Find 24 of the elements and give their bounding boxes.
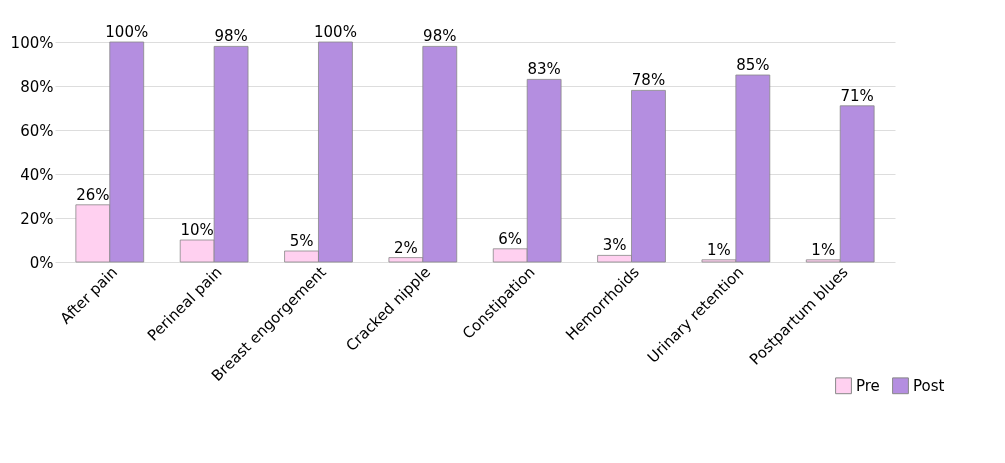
legend-label: Post bbox=[913, 376, 945, 395]
data-label: 10% bbox=[180, 221, 214, 239]
data-label: 2% bbox=[393, 238, 418, 257]
data-label: 98% bbox=[423, 27, 457, 46]
data-label: 100% bbox=[105, 23, 149, 41]
data-label: 83% bbox=[527, 60, 561, 79]
y-tick-label: 20% bbox=[20, 209, 54, 228]
data-label: 1% bbox=[811, 240, 836, 259]
data-label: 5% bbox=[289, 232, 314, 250]
data-label: 98% bbox=[214, 27, 248, 46]
y-tick-label: 80% bbox=[20, 77, 54, 96]
data-label: 6% bbox=[498, 229, 523, 248]
y-tick-label: 0% bbox=[29, 253, 54, 272]
y-tick-label: 60% bbox=[20, 121, 54, 140]
data-label: 100% bbox=[313, 23, 357, 41]
data-label: 1% bbox=[707, 240, 731, 259]
y-tick-label: 100% bbox=[10, 33, 54, 52]
data-label: 26% bbox=[76, 185, 110, 204]
data-label: 78% bbox=[631, 71, 666, 90]
data-label: 3% bbox=[602, 236, 627, 255]
data-label: 71% bbox=[840, 86, 874, 105]
y-tick-label: 40% bbox=[20, 165, 54, 184]
legend-label: Pre bbox=[856, 376, 880, 395]
data-label: 85% bbox=[736, 56, 770, 74]
